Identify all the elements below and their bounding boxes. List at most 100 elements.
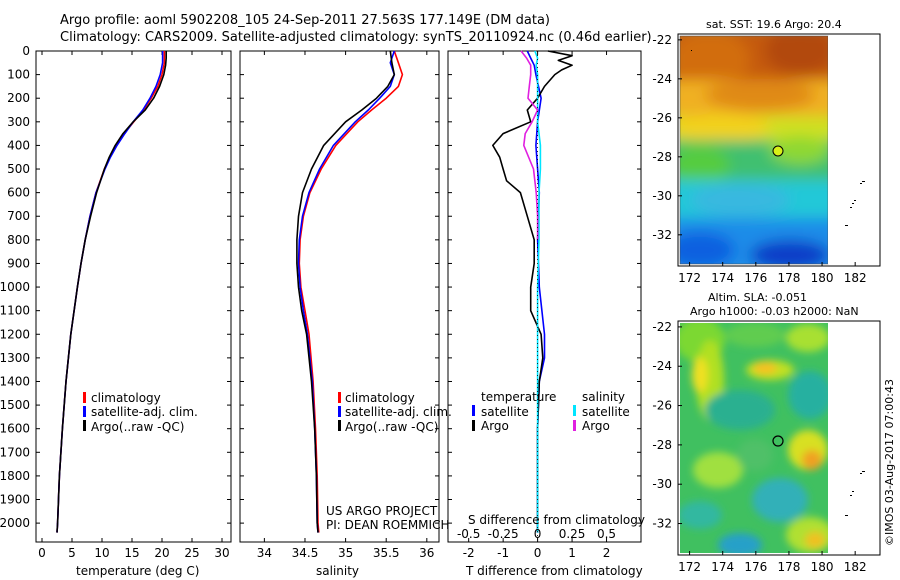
- x-tick-label: 15: [124, 546, 139, 560]
- map-x-tick-label: 180: [811, 271, 834, 285]
- series-line-satellite-adj-clim-: [56, 51, 164, 533]
- y-tick-label: 1000: [0, 280, 30, 294]
- salinity-legend: climatology satellite-adj. clim. Argo(..…: [338, 391, 452, 434]
- y-tick-label: 1100: [0, 304, 30, 318]
- x-tick-label: 0: [38, 546, 46, 560]
- legend-t-satellite-label: satellite: [481, 405, 529, 419]
- salinity-panel: 34 34.5 35 35.5 36: [239, 50, 440, 560]
- temperature-axes-frame: [35, 50, 232, 543]
- legend-s-satellite-label: satellite: [582, 405, 630, 419]
- legend-t-satellite-swatch: [472, 405, 475, 416]
- legend-argo-swatch: [83, 420, 86, 431]
- y-tick-label: 0: [22, 44, 30, 58]
- y-tick-label: 400: [7, 138, 30, 152]
- map-x-tick-label: 176: [744, 271, 767, 285]
- coastline-dots: [691, 50, 865, 226]
- difference-axes-frame: [447, 50, 642, 543]
- series-line-argo-raw-qc-: [56, 51, 167, 533]
- y-tick-label: 1300: [0, 351, 30, 365]
- y-tick-label: 300: [7, 115, 30, 129]
- y-tick-label: 1400: [0, 374, 30, 388]
- figure-title-line1: Argo profile: aoml 5902208_105 24-Sep-20…: [60, 13, 550, 28]
- legend-s-satellite-swatch: [573, 405, 576, 416]
- legend-satellite-label: satellite-adj. clim.: [345, 405, 452, 419]
- x-tick-label: 30: [214, 546, 229, 560]
- y-tick-label: 1900: [0, 493, 30, 507]
- map-y-tick-label: -26: [652, 111, 672, 125]
- y-tick-label: 100: [7, 68, 30, 82]
- salinity-axes-frame: [239, 50, 440, 543]
- y-tick-label: 1500: [0, 398, 30, 412]
- x-tick-label: -2: [463, 546, 475, 560]
- map-y-tick-label: -24: [652, 359, 672, 373]
- legend-climatology-label: climatology: [91, 391, 161, 405]
- y-tick-label: 800: [7, 233, 30, 247]
- s-tick-label: 0.5: [597, 527, 616, 541]
- y-tick-label: 2000: [0, 516, 30, 530]
- y-tick-label: 1200: [0, 327, 30, 341]
- salinity-xlabel: salinity: [316, 564, 359, 578]
- argo-location-marker: [772, 435, 784, 447]
- s-tick-label: -0.5: [457, 527, 480, 541]
- x-tick-label: -1: [497, 546, 509, 560]
- coastline-dots: [845, 471, 865, 516]
- y-tick-label: 1700: [0, 445, 30, 459]
- legend-salinity-title: salinity: [582, 390, 625, 404]
- y-tick-label: 900: [7, 256, 30, 270]
- x-tick-label: 35: [338, 546, 353, 560]
- x-tick-label: 36: [419, 546, 434, 560]
- map-x-tick-label: 178: [777, 560, 800, 574]
- x-tick-label: 35.5: [373, 546, 400, 560]
- s-tick-label: -0.25: [488, 527, 519, 541]
- altimetry-title-line1: Altim. SLA: -0.051: [708, 291, 807, 304]
- legend-climatology-label: climatology: [345, 391, 415, 405]
- series-line-s-argo: [520, 50, 539, 240]
- x-tick-label: 5: [68, 546, 76, 560]
- x-tick-label: 25: [184, 546, 199, 560]
- s-tick-label: 0: [534, 527, 542, 541]
- temperature-legend: climatology satellite-adj. clim. Argo(..…: [83, 391, 198, 434]
- series-line-climatology: [56, 51, 166, 533]
- legend-climatology-swatch: [83, 392, 86, 403]
- altimetry-title-line2: Argo h1000: -0.03 h2000: NaN: [690, 305, 859, 318]
- y-tick-label: 500: [7, 162, 30, 176]
- legend-argo-label: Argo(..raw -QC): [91, 420, 184, 434]
- legend-satellite-label: satellite-adj. clim.: [91, 405, 198, 419]
- y-tick-label: 600: [7, 186, 30, 200]
- difference-legend: temperature satellite Argo salinity sate…: [472, 390, 630, 433]
- map-y-tick-label: -32: [652, 517, 672, 531]
- series-line-climatology: [298, 50, 404, 533]
- sst-heatmap-field: [680, 36, 828, 264]
- map-y-tick-label: -26: [652, 399, 672, 413]
- argo-location-marker: [772, 145, 784, 157]
- series-line-satellite-adj-clim-: [297, 50, 396, 533]
- map-y-tick-label: -30: [652, 189, 672, 203]
- t-difference-label: T difference from climatology: [465, 564, 643, 578]
- x-tick-label: 0: [534, 546, 542, 560]
- map-y-tick-label: -28: [652, 150, 672, 164]
- altimetry-map: [677, 320, 881, 556]
- map-x-tick-label: 180: [811, 560, 834, 574]
- legend-argo-label: Argo(..raw -QC): [345, 420, 438, 434]
- map-y-tick-label: -24: [652, 72, 672, 86]
- sst-map-title: sat. SST: 19.6 Argo: 20.4: [706, 18, 842, 31]
- y-tick-label: 1600: [0, 422, 30, 436]
- map-x-tick-label: 174: [711, 271, 734, 285]
- x-tick-label: 20: [154, 546, 169, 560]
- map-x-tick-label: 182: [844, 271, 867, 285]
- map-y-tick-label: -32: [652, 228, 672, 242]
- x-tick-label: 34: [257, 546, 272, 560]
- legend-t-argo-label: Argo: [481, 419, 509, 433]
- map-x-tick-label: 176: [744, 560, 767, 574]
- y-tick-label: 1800: [0, 469, 30, 483]
- map-y-tick-label: -22: [652, 320, 672, 334]
- altimetry-heatmap-field: [680, 323, 828, 553]
- sst-map-frame: [677, 33, 881, 267]
- s-difference-label: S difference from climatology: [468, 513, 645, 527]
- altimetry-map-frame: [677, 320, 881, 556]
- map-x-tick-label: 178: [777, 271, 800, 285]
- series-line-argo-raw-qc-: [296, 50, 396, 533]
- project-annotation: US ARGO PROJECT: [326, 504, 438, 518]
- series-line-s-satellite: [534, 50, 542, 533]
